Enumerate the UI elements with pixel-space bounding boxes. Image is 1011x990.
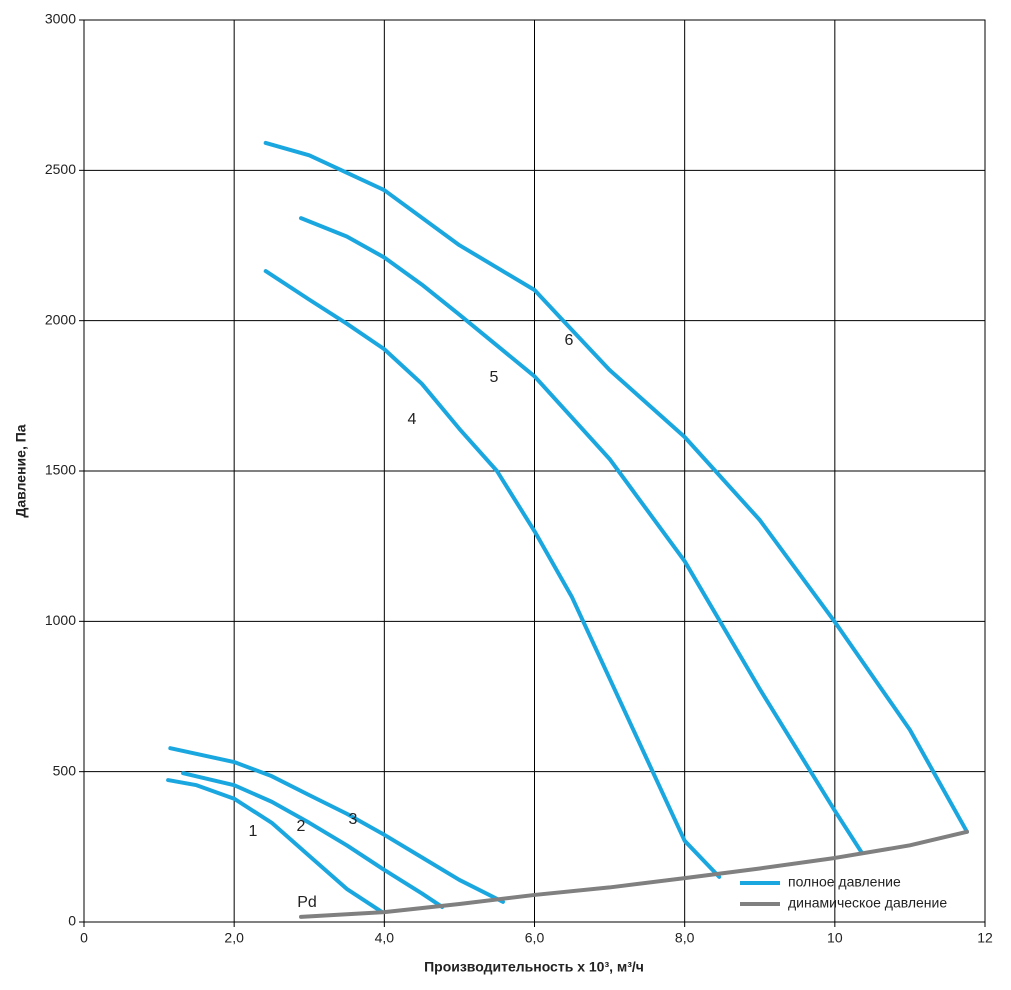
y-tick-label: 1500 — [45, 462, 76, 478]
series-line — [181, 771, 445, 909]
series-label: 4 — [408, 411, 417, 428]
y-tick-label: 0 — [68, 913, 76, 929]
x-tick-label: 0 — [80, 930, 88, 946]
x-tick-label: 6,0 — [525, 930, 545, 946]
y-tick-label: 500 — [53, 762, 77, 778]
series-line — [298, 829, 969, 919]
series-line — [166, 778, 385, 915]
series-label: 6 — [565, 332, 574, 349]
y-tick-label: 3000 — [45, 11, 76, 27]
series-label: Pd — [297, 894, 317, 911]
x-tick-label: 8,0 — [675, 930, 695, 946]
series-line — [263, 140, 969, 834]
series-line — [298, 216, 864, 855]
series-label: 5 — [490, 369, 499, 386]
series-label: 2 — [297, 818, 306, 835]
y-tick-label: 1000 — [45, 612, 76, 628]
x-tick-label: 10 — [827, 930, 843, 946]
y-axis-title: Давление, Па — [13, 424, 29, 517]
y-tick-label: 2000 — [45, 311, 76, 327]
x-tick-label: 2,0 — [224, 930, 244, 946]
series-line — [168, 746, 505, 904]
legend-label: динамическое давление — [788, 895, 947, 911]
series-line — [263, 269, 722, 879]
x-axis-title: Производительность x 10³, м³/ч — [424, 959, 644, 975]
series-label: 3 — [349, 811, 358, 828]
plot-frame — [83, 19, 986, 923]
x-tick-label: 4,0 — [375, 930, 395, 946]
series-label: 1 — [249, 823, 258, 840]
legend-label: полное давление — [788, 874, 901, 890]
x-tick-label: 12 — [977, 930, 993, 946]
y-tick-label: 2500 — [45, 161, 76, 177]
